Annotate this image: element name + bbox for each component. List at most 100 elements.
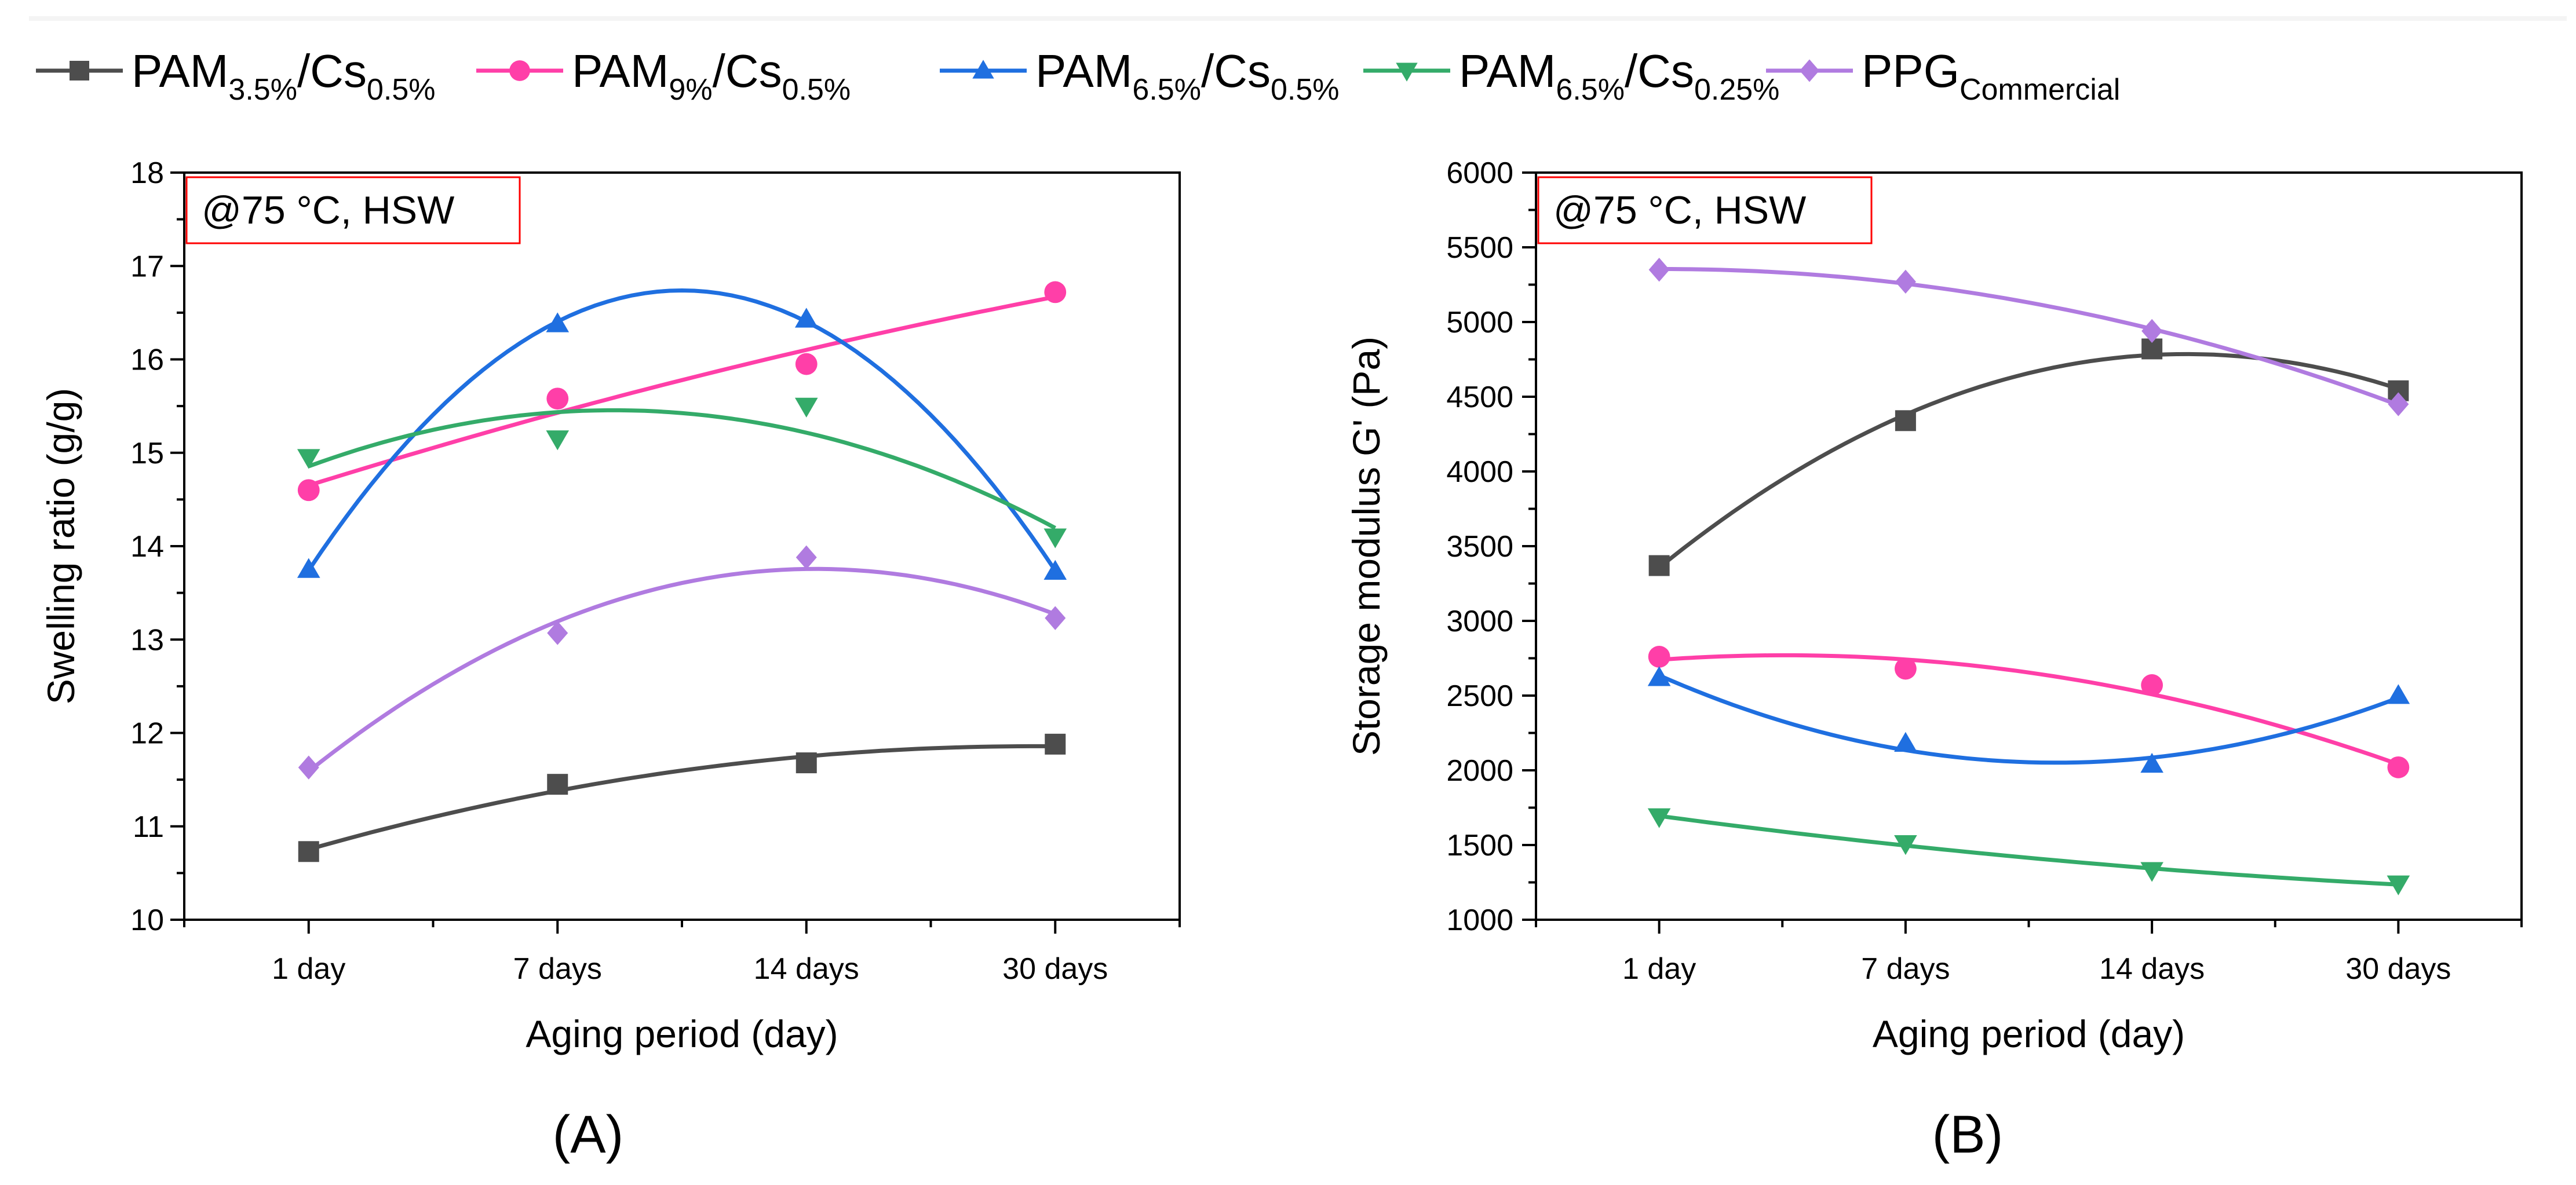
panel-label: (B)	[1932, 1105, 2004, 1164]
data-point	[2140, 752, 2163, 773]
y-tick-label: 4000	[1446, 455, 1513, 489]
data-point	[2141, 319, 2163, 343]
y-tick-label: 14	[130, 530, 164, 564]
data-point	[2387, 756, 2410, 778]
legend-item: PAM6.5%/Cs0.5%	[940, 45, 1339, 107]
fit-curve	[1658, 352, 2399, 569]
legend-label: PAM6.5%/Cs0.5%	[1035, 45, 1339, 107]
data-point	[546, 430, 570, 451]
legend-item: PAM6.5%/Cs0.25%	[1363, 45, 1779, 107]
y-tick-label: 3500	[1446, 530, 1513, 564]
legend-item: PAM9%/Cs0.5%	[476, 45, 851, 107]
legend-sub1: Commercial	[1960, 73, 2120, 107]
legend-sub2: 0.25%	[1694, 73, 1779, 107]
x-tick-label: 14 days	[2099, 952, 2205, 986]
series-0	[1648, 338, 2409, 576]
series-3	[297, 397, 1067, 548]
legend-mid: /Cs	[297, 45, 367, 97]
legend-sub2: 0.5%	[1271, 73, 1340, 107]
data-point	[297, 449, 320, 469]
y-tick-label: 18	[130, 156, 164, 190]
data-point	[546, 387, 569, 410]
panel-a: 10 11 12 13 14 15 16 17 18 1 day 7 days 14 days 30 d…	[39, 156, 1181, 1164]
legend-base: PAM	[132, 45, 228, 97]
fit-curve	[1659, 653, 2399, 766]
fit-curve	[308, 744, 1056, 851]
data-point	[298, 755, 319, 780]
data-point	[1647, 808, 1671, 828]
legend-marker-triangle-up	[972, 60, 994, 79]
fit-curve	[307, 288, 1057, 572]
legend-marker-diamond	[1800, 59, 1819, 82]
legend-sub1: 9%	[669, 73, 712, 107]
series-4	[1648, 258, 2409, 416]
annotation-text: @75 °C, HSW	[1553, 188, 1806, 232]
y-tick-label: 2000	[1446, 754, 1513, 788]
series-4	[298, 545, 1066, 780]
data-point	[2387, 875, 2410, 895]
series-3	[1647, 808, 2410, 895]
y-tick-label: 13	[130, 623, 164, 657]
legend-base: PAM	[1459, 45, 1556, 97]
legend-marker-square	[70, 61, 89, 81]
legend-sub1: 6.5%	[1556, 73, 1625, 107]
y-axis-title: Storage modulus G' (Pa)	[1345, 337, 1388, 756]
legend-marker-circle	[509, 60, 530, 81]
y-tick-label: 15	[130, 437, 164, 470]
y-tick-label: 12	[130, 717, 164, 751]
x-axis-title: Aging period (day)	[1873, 1012, 2185, 1055]
y-tick-label: 10	[130, 904, 164, 937]
data-point	[298, 841, 319, 862]
data-point	[1647, 666, 1671, 686]
data-point	[796, 752, 817, 774]
panel-label: (A)	[553, 1105, 624, 1164]
panel-b: 1000 1500 2000 2500 3000 3500 4000 4500 5000 5500…	[1345, 156, 2523, 1164]
data-point	[1648, 258, 1670, 282]
series-1	[297, 281, 1067, 502]
data-point	[2388, 392, 2409, 416]
data-point	[1044, 281, 1067, 303]
legend: PAM3.5%/Cs0.5% PAM9%/Cs0.5% PAM6.5%/Cs0.5%…	[36, 45, 2120, 107]
legend-sub1: 6.5%	[1132, 73, 1201, 107]
y-axis-title: Swelling ratio (g/g)	[39, 388, 82, 705]
legend-base: PAM	[1035, 45, 1132, 97]
data-point	[1045, 733, 1066, 755]
legend-marker-triangle-down	[1396, 63, 1418, 82]
data-point	[795, 353, 818, 375]
data-point	[546, 312, 570, 332]
legend-mid: /Cs	[713, 45, 782, 97]
data-point	[547, 774, 568, 795]
y-tick-label: 17	[130, 250, 164, 283]
fit-curve	[308, 408, 1056, 530]
y-tick-label: 5000	[1446, 306, 1513, 339]
data-point	[547, 621, 568, 645]
legend-label: PPGCommercial	[1862, 45, 2120, 107]
data-point	[1894, 657, 1917, 680]
data-point	[1648, 646, 1670, 668]
x-tick-label: 14 days	[754, 952, 859, 986]
y-tick-label: 1500	[1446, 829, 1513, 862]
x-tick-label: 7 days	[513, 952, 602, 986]
annotation-box	[1537, 176, 1873, 244]
x-tick-label: 1 day	[1622, 952, 1696, 986]
data-point	[297, 558, 320, 578]
legend-label: PAM9%/Cs0.5%	[572, 45, 851, 107]
legend-item: PAM3.5%/Cs0.5%	[36, 45, 435, 107]
data-point	[794, 397, 818, 418]
fit-curve	[307, 566, 1056, 773]
data-point	[2141, 674, 2163, 696]
legend-mid: /Cs	[1201, 45, 1271, 97]
legend-mid: /Cs	[1625, 45, 1694, 97]
data-point	[2387, 684, 2410, 704]
legend-item: PPGCommercial	[1766, 45, 2120, 107]
fit-curve	[308, 295, 1056, 488]
data-point	[794, 308, 818, 328]
fit-curve	[1658, 673, 2399, 765]
fit-curve	[1659, 267, 2399, 407]
data-point	[1043, 559, 1067, 580]
y-tick-label: 3000	[1446, 605, 1513, 638]
y-tick-label: 16	[130, 343, 164, 377]
data-point	[2140, 862, 2163, 882]
annotation-box	[185, 176, 521, 244]
